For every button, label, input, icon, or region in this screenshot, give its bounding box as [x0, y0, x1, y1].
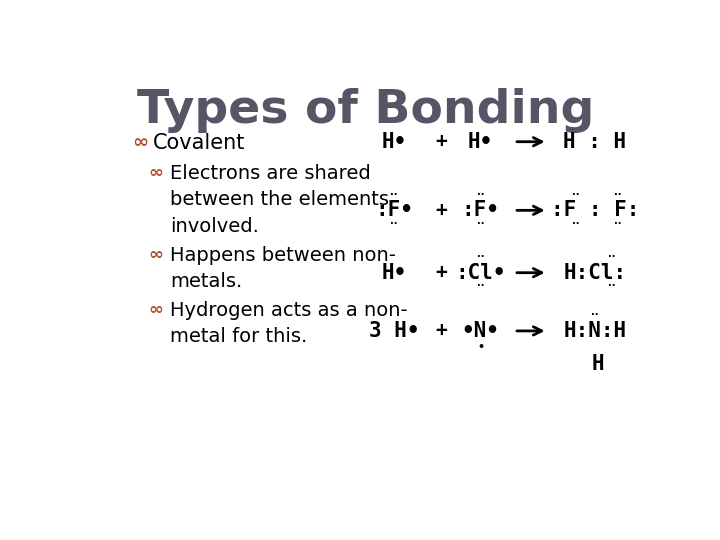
Text: ··: ·· — [477, 281, 485, 292]
Text: ··: ·· — [613, 190, 621, 199]
Text: ··: ·· — [591, 310, 599, 320]
Text: 3 H•: 3 H• — [369, 321, 419, 341]
Text: H: H — [591, 354, 604, 374]
Text: :F•: :F• — [375, 200, 413, 220]
Text: H : H: H : H — [564, 132, 626, 152]
Text: ∞: ∞ — [148, 301, 163, 319]
Text: H•: H• — [382, 262, 407, 283]
FancyBboxPatch shape — [81, 58, 657, 487]
Text: +: + — [436, 263, 447, 282]
Text: +: + — [436, 132, 447, 151]
Text: Hydrogen acts as a non-
metal for this.: Hydrogen acts as a non- metal for this. — [170, 301, 408, 347]
Text: Electrons are shared
between the elements
involved.: Electrons are shared between the element… — [170, 164, 389, 236]
Text: ··: ·· — [390, 190, 398, 199]
Text: ··: ·· — [572, 190, 579, 199]
Text: +: + — [436, 321, 447, 340]
Text: ∞: ∞ — [148, 246, 163, 264]
Text: H:Cl:: H:Cl: — [564, 262, 626, 283]
Text: •: • — [477, 342, 484, 352]
Text: ··: ·· — [613, 219, 621, 229]
Text: ∞: ∞ — [132, 133, 148, 152]
Text: Covalent: Covalent — [153, 133, 246, 153]
Text: +: + — [436, 201, 447, 220]
Text: ··: ·· — [608, 281, 616, 292]
Text: H•: H• — [468, 132, 493, 152]
Text: ∞: ∞ — [148, 164, 163, 182]
Text: ··: ·· — [477, 219, 485, 229]
Text: •N•: •N• — [462, 321, 500, 341]
Text: :Cl•: :Cl• — [455, 262, 506, 283]
Text: Happens between non-
metals.: Happens between non- metals. — [170, 246, 396, 291]
Text: Types of Bonding: Types of Bonding — [138, 87, 595, 133]
Text: :F•: :F• — [462, 200, 500, 220]
Text: ··: ·· — [608, 252, 616, 262]
Text: ··: ·· — [477, 190, 485, 199]
Text: :F : F:: :F : F: — [551, 200, 639, 220]
Text: ··: ·· — [477, 252, 485, 262]
Text: ··: ·· — [390, 219, 398, 229]
Text: H:N:H: H:N:H — [564, 321, 626, 341]
Text: H•: H• — [382, 132, 407, 152]
Text: ··: ·· — [572, 219, 579, 229]
